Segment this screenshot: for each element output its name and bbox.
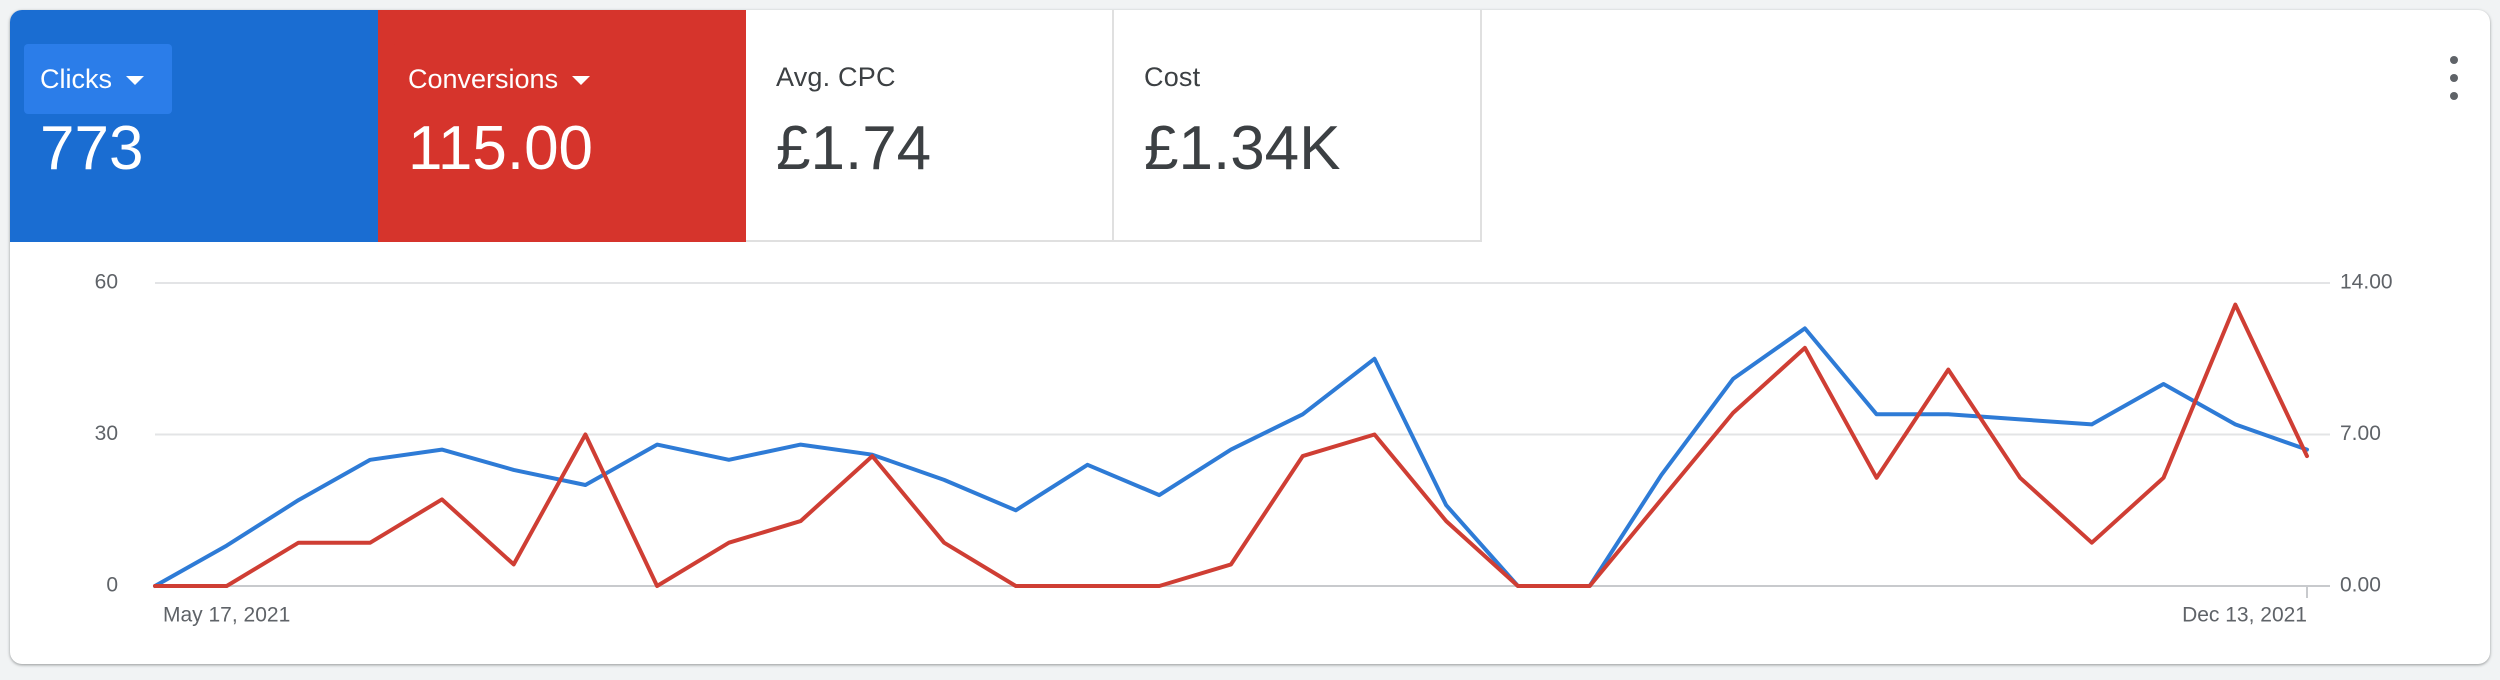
avg-cpc-label: Avg. CPC [776,62,896,92]
left-axis-tick-label: 30 [95,422,118,445]
avg-cpc-tile[interactable]: Avg. CPC £1.74 [746,10,1114,242]
right-axis-tick-label: 0.00 [2340,574,2381,597]
clicks-label: Clicks [40,63,112,94]
cost-value: £1.34K [1144,114,1341,183]
right-axis-tick-label: 7.00 [2340,422,2381,445]
chart-gridlines [155,282,2330,598]
clicks-tile[interactable]: Clicks 773 [10,10,378,242]
left-axis-ticks: 60 30 0 [95,271,118,597]
conversions-metric-dropdown[interactable]: Conversions [392,44,619,114]
cost-tile[interactable]: Cost £1.34K [1114,10,1482,242]
conversions-label: Conversions [408,63,559,94]
conversions-tile[interactable]: Conversions 115.00 [378,10,746,242]
chart-series [153,302,2309,588]
performance-line-chart: 60 30 0 14.00 7.00 0.00 May 17, 2021 Dec 13,… [95,271,2393,627]
caret-down-icon [572,75,591,85]
left-axis-tick-label: 0 [106,574,118,597]
right-axis-tick-label: 14.00 [2340,271,2393,294]
clicks-value: 773 [40,114,144,183]
metric-tiles: Clicks 773 Conversions 115.00 Avg. CPC £… [10,10,1482,242]
conversions-value: 115.00 [408,114,594,183]
x-axis-start-label: May 17, 2021 [163,604,290,627]
more-vert-icon[interactable] [2444,56,2464,100]
clicks-series-line [153,326,2309,588]
left-axis-tick-label: 60 [95,271,118,294]
performance-card: Clicks 773 Conversions 115.00 Avg. CPC £… [10,10,2490,664]
avg-cpc-value: £1.74 [776,114,932,183]
x-axis-end-label: Dec 13, 2021 [2182,604,2307,627]
clicks-metric-dropdown[interactable]: Clicks [24,44,172,114]
cost-label: Cost [1144,62,1201,92]
right-axis-ticks: 14.00 7.00 0.00 [2340,271,2393,597]
caret-down-icon [126,75,144,85]
conversions-series-line [153,302,2309,588]
